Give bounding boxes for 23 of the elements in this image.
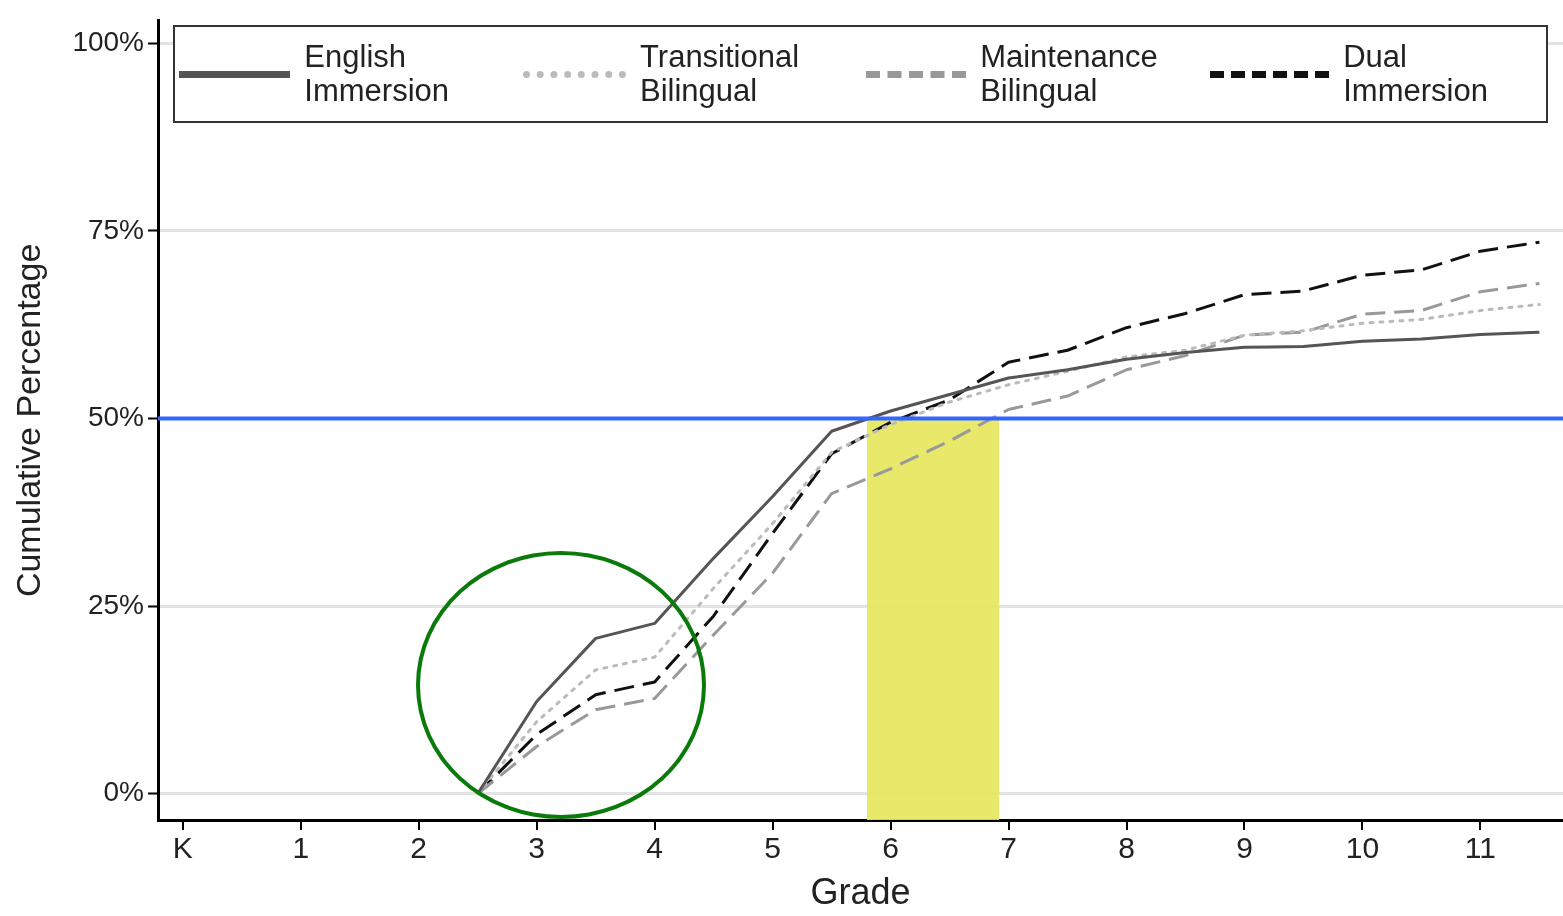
x-tick-label: 6 [882, 831, 899, 865]
legend-label: Dual Immersion [1343, 39, 1489, 108]
y-tick-label: 100% [72, 26, 144, 58]
x-tick-label: 9 [1236, 831, 1253, 865]
x-tick-label: 2 [410, 831, 428, 865]
x-tick-label: 4 [646, 831, 663, 865]
legend-label: English Immersion [304, 39, 451, 108]
y-axis-title: Cumulative Percentage [8, 243, 47, 598]
x-tick-label: K [172, 831, 193, 865]
x-tick-label: 10 [1345, 831, 1380, 865]
x-tick-label: 1 [292, 831, 310, 865]
x-tick-label: 11 [1464, 831, 1496, 865]
y-tick-label: 50% [87, 401, 144, 433]
x-tick-label: 7 [1000, 831, 1017, 865]
legend-label: Maintenance Bilingual [980, 39, 1159, 108]
y-tick-label: 25% [87, 588, 144, 620]
x-tick-label: 8 [1118, 831, 1135, 865]
legend-label: Transitional Bilingual [640, 39, 801, 108]
x-tick-label: 3 [528, 831, 546, 865]
x-tick-label: 5 [764, 831, 781, 865]
y-tick-label: 75% [87, 213, 144, 245]
x-axis-title: Grade [810, 871, 911, 913]
y-tick-label: 0% [103, 776, 144, 808]
